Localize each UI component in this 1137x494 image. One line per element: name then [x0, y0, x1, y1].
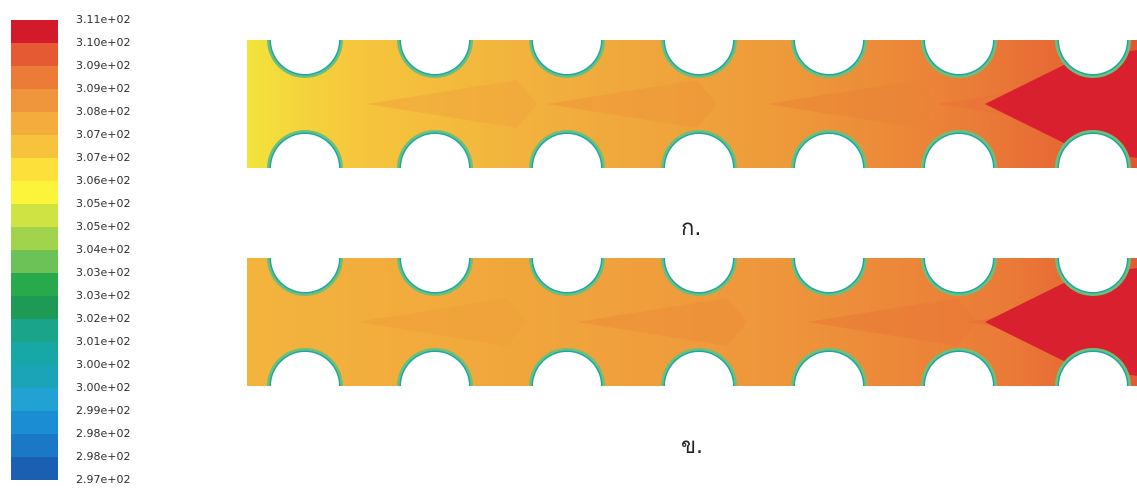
- legend-swatch: [11, 457, 58, 480]
- legend-swatch: [11, 158, 58, 181]
- tube-cross-section: [795, 352, 863, 386]
- legend-tick-label: 3.07e+02: [76, 151, 131, 164]
- tube-cross-section: [1059, 258, 1127, 292]
- tube-cross-section: [533, 134, 601, 168]
- tube-cross-section: [401, 40, 469, 74]
- tube-cross-section: [1059, 134, 1127, 168]
- legend-swatch: [11, 411, 58, 434]
- legend-swatch: [11, 296, 58, 319]
- legend-swatch: [11, 89, 58, 112]
- tube-cross-section: [795, 258, 863, 292]
- color-legend: 3.11e+02 3.10e+02 3.09e+02 3.09e+02 3.08e+02…: [0, 0, 160, 494]
- legend-tick-label: 3.06e+02: [76, 174, 131, 187]
- tube-cross-section: [1059, 352, 1127, 386]
- tube-cross-section: [533, 40, 601, 74]
- legend-swatch: [11, 227, 58, 250]
- temperature-region: [367, 80, 537, 128]
- tube-cross-section: [271, 258, 339, 292]
- legend-swatch: [11, 434, 58, 457]
- legend-tick-label: 2.99e+02: [76, 404, 131, 417]
- temperature-contour: [247, 258, 1137, 386]
- legend-tick-label: 3.04e+02: [76, 243, 131, 256]
- temperature-region: [547, 80, 717, 128]
- temperature-region: [577, 298, 747, 346]
- contour-panel-b: [247, 258, 1137, 386]
- tube-cross-section: [665, 40, 733, 74]
- legend-swatch: [11, 112, 58, 135]
- legend-tick-label: 3.09e+02: [76, 82, 131, 95]
- legend-swatch: [11, 43, 58, 66]
- legend-tick-label: 3.03e+02: [76, 289, 131, 302]
- tube-cross-section: [925, 258, 993, 292]
- temperature-region: [767, 80, 937, 128]
- tube-cross-section: [795, 134, 863, 168]
- tube-cross-section: [401, 258, 469, 292]
- legend-swatch: [11, 20, 58, 43]
- tube-cross-section: [271, 134, 339, 168]
- legend-tick-label: 3.05e+02: [76, 220, 131, 233]
- legend-tick-label: 2.98e+02: [76, 450, 131, 463]
- tube-cross-section: [925, 40, 993, 74]
- legend-swatch: [11, 342, 58, 365]
- tube-cross-section: [925, 134, 993, 168]
- legend-tick-label: 3.07e+02: [76, 128, 131, 141]
- tube-cross-section: [533, 258, 601, 292]
- legend-swatch: [11, 204, 58, 227]
- legend-swatch: [11, 365, 58, 388]
- legend-tick-label: 3.10e+02: [76, 36, 131, 49]
- legend-tick-label: 3.00e+02: [76, 381, 131, 394]
- tube-cross-section: [665, 258, 733, 292]
- panel-b-caption: ข.: [681, 434, 704, 459]
- contour-panel-a: [247, 40, 1137, 168]
- legend-tick-label: 3.05e+02: [76, 197, 131, 210]
- temperature-region: [357, 298, 527, 346]
- tube-cross-section: [271, 40, 339, 74]
- legend-tick-label: 3.09e+02: [76, 59, 131, 72]
- legend-swatch: [11, 250, 58, 273]
- tube-cross-section: [925, 352, 993, 386]
- legend-tick-label: 3.03e+02: [76, 266, 131, 279]
- legend-swatch: [11, 388, 58, 411]
- tube-cross-section: [665, 134, 733, 168]
- legend-tick-label: 3.08e+02: [76, 105, 131, 118]
- temperature-contour: [247, 40, 1137, 168]
- legend-swatch: [11, 66, 58, 89]
- temperature-region: [807, 298, 977, 346]
- legend-tick-label: 3.02e+02: [76, 312, 131, 325]
- tube-cross-section: [401, 134, 469, 168]
- legend-tick-label: 2.98e+02: [76, 427, 131, 440]
- legend-swatch: [11, 135, 58, 158]
- tube-cross-section: [795, 40, 863, 74]
- legend-tick-label: 3.01e+02: [76, 335, 131, 348]
- tube-cross-section: [533, 352, 601, 386]
- legend-swatch: [11, 181, 58, 204]
- legend-tick-label: 3.11e+02: [76, 13, 131, 26]
- tube-cross-section: [401, 352, 469, 386]
- legend-swatch: [11, 273, 58, 296]
- legend-tick-label: 2.97e+02: [76, 473, 131, 486]
- tube-cross-section: [1059, 40, 1127, 74]
- legend-tick-label: 3.00e+02: [76, 358, 131, 371]
- tube-cross-section: [665, 352, 733, 386]
- panel-a-caption: ก.: [681, 216, 702, 241]
- legend-swatch: [11, 319, 58, 342]
- tube-cross-section: [271, 352, 339, 386]
